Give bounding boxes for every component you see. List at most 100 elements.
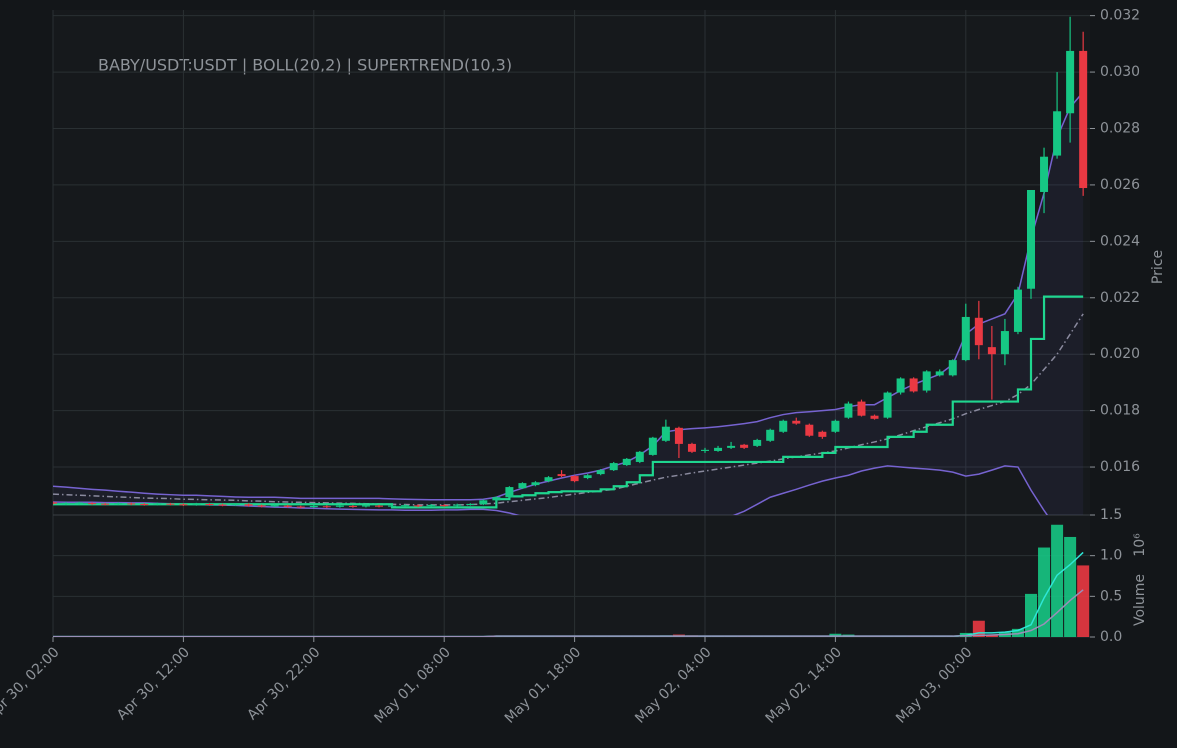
y-tick-label: 0.5 bbox=[1100, 588, 1122, 604]
candle-body bbox=[531, 482, 540, 486]
candle-body bbox=[1066, 50, 1075, 114]
x-tick-label: Apr 30, 02:00 bbox=[0, 644, 63, 723]
candle-body bbox=[948, 360, 957, 376]
y-tick-label: 0.0 bbox=[1100, 629, 1122, 645]
y-tick-label: 0.030 bbox=[1100, 64, 1140, 80]
candle-body bbox=[75, 502, 84, 504]
y-tick-label: 0.022 bbox=[1100, 290, 1140, 306]
candle-body bbox=[127, 503, 136, 505]
candle-body bbox=[348, 505, 357, 507]
candle-body bbox=[1013, 289, 1022, 332]
candle-body bbox=[218, 504, 227, 506]
candle-body bbox=[309, 505, 318, 508]
candle-body bbox=[818, 431, 827, 437]
candle-body bbox=[453, 504, 462, 506]
candle-body bbox=[414, 505, 423, 507]
candle-body bbox=[88, 503, 97, 505]
candle-body bbox=[440, 505, 449, 507]
candle-body bbox=[622, 458, 631, 466]
candle-body bbox=[101, 503, 110, 505]
candle-body bbox=[62, 502, 71, 505]
candle-body bbox=[544, 477, 553, 482]
x-tick-label: Apr 30, 12:00 bbox=[114, 644, 193, 723]
volume-bar bbox=[1038, 547, 1051, 637]
candle-body bbox=[779, 420, 788, 432]
candle-body bbox=[974, 317, 983, 346]
y-tick-label: 0.028 bbox=[1100, 120, 1140, 136]
y-tick-label: 1.5 bbox=[1100, 507, 1122, 523]
y-tick-label: 1.0 bbox=[1100, 548, 1122, 564]
y-tick-label: 0.024 bbox=[1100, 233, 1140, 249]
candle-body bbox=[961, 316, 970, 361]
candle-body bbox=[648, 437, 657, 455]
candle-body bbox=[479, 500, 488, 505]
candle-body bbox=[805, 424, 814, 436]
candle-body bbox=[335, 505, 344, 507]
candle-body bbox=[1027, 189, 1035, 289]
candle-body bbox=[701, 449, 709, 451]
indicator-line bbox=[53, 295, 1084, 509]
y-tick-label: 0.032 bbox=[1100, 8, 1140, 24]
candle-body bbox=[140, 503, 149, 505]
candle-body bbox=[909, 378, 918, 392]
candle-body bbox=[518, 483, 527, 489]
candle-body bbox=[766, 429, 775, 441]
candle-body bbox=[505, 487, 514, 498]
indicator-line bbox=[53, 589, 1084, 637]
candle-body bbox=[596, 470, 605, 475]
candle-body bbox=[192, 503, 201, 505]
x-tick-label: May 01, 18:00 bbox=[502, 644, 584, 726]
axis-offset-label: 10⁶ bbox=[1132, 533, 1148, 557]
y-tick-label: 0.018 bbox=[1100, 403, 1140, 419]
x-tick-label: May 01, 08:00 bbox=[372, 644, 454, 726]
candle-body bbox=[870, 415, 879, 419]
candle-body bbox=[270, 505, 279, 507]
candle-body bbox=[53, 502, 57, 504]
candle-body bbox=[583, 475, 592, 479]
candle-body bbox=[844, 403, 853, 418]
volume-bar bbox=[985, 634, 998, 637]
x-tick-label: Apr 30, 22:00 bbox=[244, 644, 323, 723]
candle-body bbox=[401, 505, 410, 507]
x-tick-label: May 02, 14:00 bbox=[763, 644, 845, 726]
candle-body bbox=[153, 503, 162, 505]
candle-body bbox=[740, 444, 749, 448]
candle-body bbox=[296, 506, 305, 508]
candle-body bbox=[570, 476, 579, 482]
y-axis-label: Price bbox=[1150, 250, 1166, 284]
candle-body bbox=[322, 506, 331, 508]
candle-body bbox=[635, 451, 644, 462]
candle-body bbox=[687, 443, 696, 452]
candle-body bbox=[1040, 156, 1049, 192]
candle-body bbox=[166, 503, 175, 505]
candle-body bbox=[935, 371, 944, 376]
x-tick-label: May 03, 00:00 bbox=[893, 644, 975, 726]
band-fill bbox=[53, 92, 1084, 515]
candle-body bbox=[714, 447, 723, 451]
y-tick-label: 0.020 bbox=[1100, 346, 1140, 362]
candle-body bbox=[114, 503, 123, 505]
candle-body bbox=[257, 505, 266, 507]
candle-body bbox=[492, 497, 501, 501]
volume-bar bbox=[1051, 524, 1064, 637]
y-tick-label: 0.016 bbox=[1100, 459, 1140, 475]
candle-body bbox=[179, 504, 188, 506]
candle-body bbox=[831, 420, 840, 432]
candle-body bbox=[674, 427, 683, 444]
candle-body bbox=[283, 505, 292, 507]
candle-body bbox=[792, 420, 801, 424]
y-tick-label: 0.026 bbox=[1100, 177, 1140, 193]
candle-body bbox=[466, 503, 475, 505]
candle-body bbox=[922, 371, 931, 391]
candle-body bbox=[857, 401, 866, 416]
volume-bar bbox=[829, 633, 842, 637]
candle-body bbox=[1000, 331, 1009, 355]
candle-body bbox=[883, 392, 892, 418]
candle-body bbox=[896, 378, 905, 393]
candle-body bbox=[1053, 111, 1062, 156]
volume-panel bbox=[53, 524, 1090, 637]
candle-body bbox=[727, 445, 736, 448]
x-tick-label: May 02, 04:00 bbox=[632, 644, 714, 726]
candle-body bbox=[609, 463, 618, 471]
